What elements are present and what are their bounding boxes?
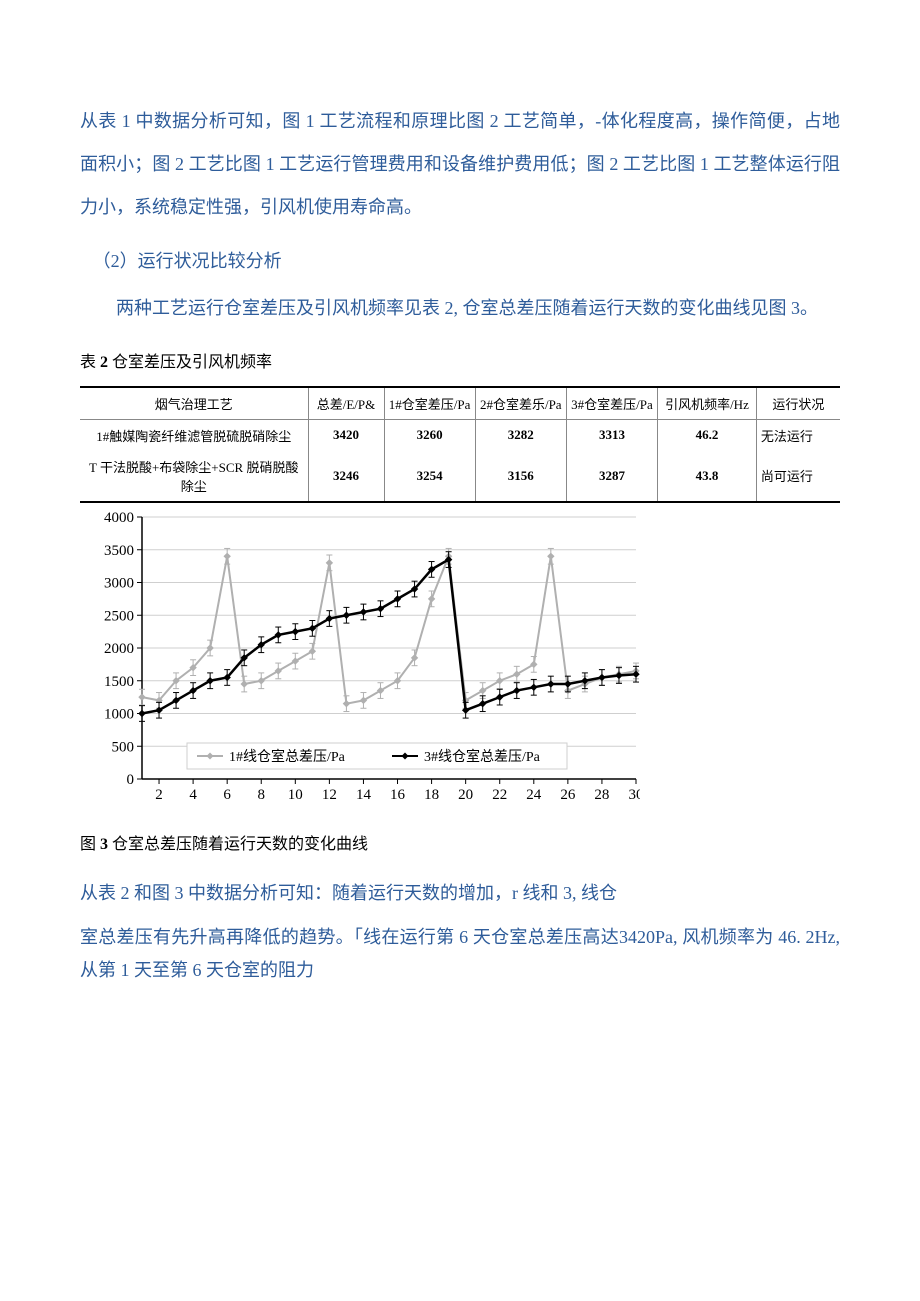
th-4: 3#仓室差压/Pa	[566, 387, 657, 420]
svg-text:4: 4	[189, 787, 197, 803]
svg-text:10: 10	[288, 787, 303, 803]
svg-text:3500: 3500	[104, 543, 134, 559]
paragraph-1: 从表 1 中数据分析可知，图 1 工艺流程和原理比图 2 工艺简单，-体化程度高…	[80, 100, 840, 230]
svg-text:26: 26	[560, 787, 576, 803]
table-row: T 干法脱酸+布袋除尘+SCR 脱硝脱酸除尘 3246 3254 3156 32…	[80, 451, 840, 502]
th-0: 烟气治理工艺	[80, 387, 308, 420]
svg-text:0: 0	[127, 772, 135, 788]
svg-text:6: 6	[223, 787, 231, 803]
table-2: 烟气治理工艺 总差/E/P& 1#仓室差压/Pa 2#仓室差乐/Pa 3#仓室差…	[80, 386, 840, 503]
svg-text:24: 24	[526, 787, 542, 803]
svg-text:8: 8	[257, 787, 265, 803]
svg-text:3#线仓室总差压/Pa: 3#线仓室总差压/Pa	[424, 748, 541, 765]
svg-text:20: 20	[458, 787, 473, 803]
document-page: 从表 1 中数据分析可知，图 1 工艺流程和原理比图 2 工艺简单，-体化程度高…	[0, 0, 920, 1046]
cell-label: 1#触媒陶瓷纤维滤管脱硫脱硝除尘	[80, 419, 308, 451]
svg-text:22: 22	[492, 787, 507, 803]
svg-text:500: 500	[112, 739, 135, 755]
figure-3-caption: 图 3 仓室总差压随着运行天数的变化曲线	[80, 830, 840, 854]
table-2-caption: 表 2 仓室差压及引风机频率	[80, 348, 840, 372]
cell: 43.8	[658, 451, 757, 502]
figure-3-chart: 0500100015002000250030003500400024681012…	[80, 511, 640, 816]
cell: 3313	[566, 419, 657, 451]
th-6: 运行状况	[756, 387, 840, 420]
cell: 3156	[475, 451, 566, 502]
cell: 3254	[384, 451, 475, 502]
svg-text:1#线仓室总差压/Pa: 1#线仓室总差压/Pa	[229, 748, 346, 765]
cell-label: T 干法脱酸+布袋除尘+SCR 脱硝脱酸除尘	[80, 451, 308, 502]
th-1: 总差/E/P&	[308, 387, 384, 420]
table-header-row: 烟气治理工艺 总差/E/P& 1#仓室差压/Pa 2#仓室差乐/Pa 3#仓室差…	[80, 387, 840, 420]
svg-text:14: 14	[356, 787, 372, 803]
caption-rest: 仓室总差压随着运行天数的变化曲线	[108, 836, 368, 853]
paragraph-3b: 室总差压有先升高再降低的趋势。「线在运行第 6 天仓室总差压高达3420Pa, …	[80, 921, 840, 986]
svg-text:16: 16	[390, 787, 406, 803]
svg-text:1500: 1500	[104, 674, 134, 690]
svg-text:18: 18	[424, 787, 439, 803]
caption-rest: 仓室差压及引风机频率	[108, 354, 272, 371]
svg-text:28: 28	[594, 787, 609, 803]
caption-number: 2	[100, 354, 108, 371]
th-5: 引风机频率/Hz	[658, 387, 757, 420]
cell: 3420	[308, 419, 384, 451]
svg-text:3000: 3000	[104, 575, 134, 591]
chart-svg: 0500100015002000250030003500400024681012…	[80, 511, 640, 816]
svg-text:12: 12	[322, 787, 337, 803]
paragraph-2: 两种工艺运行仓室差压及引风机频率见表 2, 仓室总差压随着运行天数的变化曲线见图…	[80, 287, 840, 330]
cell: 3246	[308, 451, 384, 502]
caption-number: 3	[100, 836, 108, 853]
paragraph-3a: 从表 2 和图 3 中数据分析可知：随着运行天数的增加，r 线和 3, 线仓	[80, 872, 840, 915]
svg-text:2500: 2500	[104, 608, 134, 624]
th-2: 1#仓室差压/Pa	[384, 387, 475, 420]
table-row: 1#触媒陶瓷纤维滤管脱硫脱硝除尘 3420 3260 3282 3313 46.…	[80, 419, 840, 451]
subheading-2: （2）运行状况比较分析	[80, 240, 840, 283]
svg-text:2: 2	[155, 787, 163, 803]
th-3: 2#仓室差乐/Pa	[475, 387, 566, 420]
cell: 3282	[475, 419, 566, 451]
cell: 3287	[566, 451, 657, 502]
svg-text:1000: 1000	[104, 706, 134, 722]
svg-text:30: 30	[629, 787, 641, 803]
cell: 3260	[384, 419, 475, 451]
svg-text:2000: 2000	[104, 641, 134, 657]
svg-text:4000: 4000	[104, 511, 134, 526]
caption-prefix: 表	[80, 354, 100, 371]
caption-prefix: 图	[80, 836, 100, 853]
cell: 46.2	[658, 419, 757, 451]
cell-status: 尚可运行	[756, 451, 840, 502]
cell-status: 无法运行	[756, 419, 840, 451]
